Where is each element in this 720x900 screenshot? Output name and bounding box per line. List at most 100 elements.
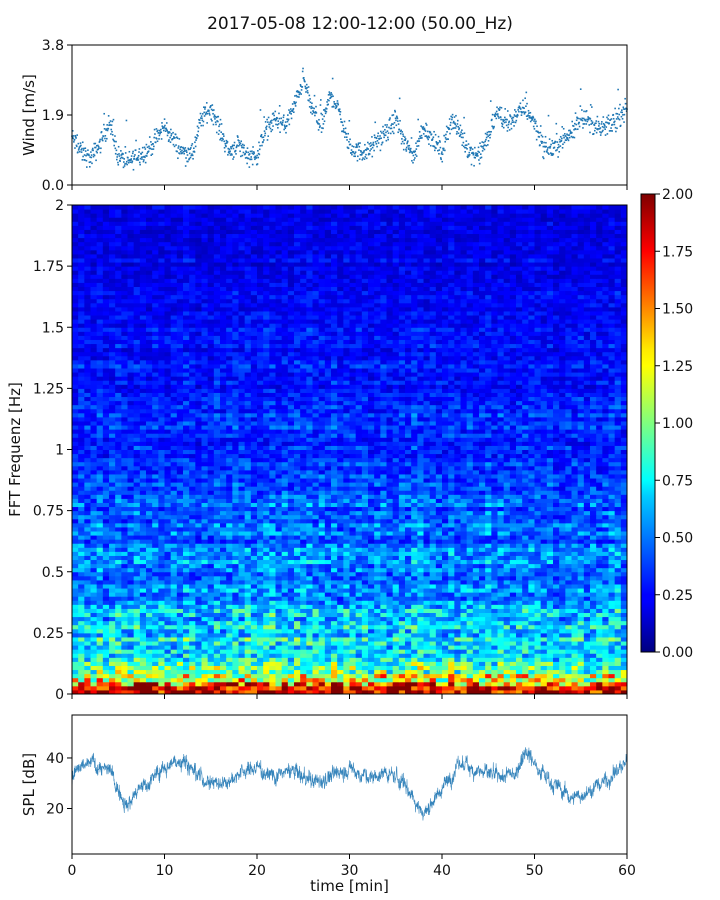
spectrogram-cell — [374, 596, 381, 601]
wind-point — [606, 116, 608, 119]
wind-point — [477, 146, 480, 149]
spectrogram-cell — [386, 632, 394, 638]
wind-point — [376, 145, 378, 148]
wind-point — [557, 143, 560, 146]
spectrogram-cell — [577, 632, 585, 638]
spectrogram-cell — [312, 612, 320, 618]
spectrogram-cell — [90, 632, 98, 638]
spectrogram-cell — [442, 555, 449, 561]
spectrogram-cell — [602, 649, 609, 654]
spectrogram-cell — [78, 628, 85, 634]
spectrogram-cell — [516, 579, 523, 585]
spectrogram-cell — [540, 669, 548, 675]
spectrogram-cell — [349, 649, 357, 654]
wind-point — [600, 123, 603, 125]
wind-point — [561, 126, 564, 128]
spectrogram-cell — [349, 543, 357, 548]
spectrogram-cell — [491, 547, 498, 552]
wind-point — [197, 130, 200, 133]
wind-point — [282, 116, 285, 119]
spectrogram-cell — [405, 657, 412, 662]
spectrogram-cell — [435, 592, 443, 597]
spectrogram-cell — [195, 649, 202, 654]
spectrogram-cell — [596, 636, 603, 642]
spectrogram-cell — [257, 547, 264, 552]
wind-point — [322, 109, 325, 111]
spectrogram-cell — [306, 632, 313, 638]
spectrogram-cell — [263, 649, 270, 654]
spectrogram-cell — [232, 653, 239, 658]
spectrogram-cell — [257, 555, 264, 561]
spectrogram-cell — [281, 535, 289, 540]
spectrogram-cell — [146, 628, 153, 634]
spectrogram-cell — [183, 669, 190, 675]
spectrogram-cell — [109, 689, 116, 695]
spectrogram-cell — [250, 636, 258, 642]
spectrogram-cell — [324, 551, 332, 556]
wind-point — [196, 125, 199, 128]
wind-point — [417, 145, 420, 147]
wind-point — [261, 136, 264, 139]
spectrogram-cell — [207, 547, 215, 552]
spectrogram-cell — [553, 547, 560, 552]
spectrogram-cell — [244, 604, 252, 609]
spectrogram-cell — [583, 600, 591, 605]
wind-point — [183, 147, 185, 150]
spectrogram-cell — [152, 620, 159, 626]
spectrogram-cell — [195, 636, 202, 642]
spectrogram-cell — [78, 624, 85, 630]
wind-point — [170, 128, 172, 131]
wind-point — [239, 150, 241, 153]
wind-point — [390, 127, 393, 130]
spectrogram-cell — [139, 608, 147, 613]
wind-y-axis-label: Wind [m/s] — [20, 74, 38, 156]
spectrogram-cell — [522, 641, 529, 646]
spectrogram-cell — [287, 645, 295, 650]
spectrogram-cell — [121, 555, 128, 561]
spectrogram-cell — [460, 665, 468, 671]
spectrogram-cell — [620, 612, 628, 618]
spectrogram-cell — [244, 571, 252, 577]
spectrogram-cell — [250, 649, 258, 654]
spectrogram-cell — [158, 649, 165, 654]
spectrogram-cell — [152, 673, 159, 679]
spectrogram-cell — [608, 624, 616, 630]
spectrogram-cell — [380, 612, 387, 618]
spectrogram-cell — [213, 535, 221, 540]
wind-point — [301, 70, 304, 73]
spectrogram-cell — [115, 547, 122, 552]
spectrogram-cell — [275, 657, 283, 662]
spectrogram-cell — [485, 592, 492, 597]
spectrogram-cell — [133, 657, 141, 662]
spectrogram-cell — [583, 608, 591, 613]
spectrogram-cell — [275, 636, 283, 642]
spectrogram-cell — [509, 636, 517, 642]
spectrogram-cell — [620, 661, 628, 666]
spectrogram-cell — [238, 604, 246, 609]
spectrogram-cell — [386, 661, 394, 666]
spectrogram-cell — [139, 555, 147, 561]
spectrogram-cell — [343, 555, 350, 561]
spectrogram-cell — [257, 543, 264, 548]
wind-point — [601, 125, 604, 128]
spectrogram-cell — [158, 641, 165, 646]
wind-point — [594, 127, 597, 129]
spectrogram-cell — [300, 608, 307, 613]
wind-point — [358, 145, 361, 148]
spectrogram-cell — [207, 665, 215, 671]
spectrogram-cell — [84, 689, 91, 695]
wind-point — [563, 141, 566, 144]
spectrogram-cell — [435, 628, 443, 634]
spectrogram-cell — [491, 677, 498, 683]
spectrogram-cell — [398, 543, 406, 548]
spectrogram-cell — [540, 592, 548, 597]
spectrogram-cell — [294, 620, 301, 626]
spectrogram-cell — [355, 567, 363, 573]
spectrogram-cell — [72, 669, 79, 675]
spectrogram-cell — [164, 583, 172, 589]
spectrogram-cell — [331, 685, 338, 691]
spectrogram-cell — [121, 661, 128, 666]
spectrogram-cell — [454, 681, 461, 687]
wind-point — [463, 132, 466, 135]
spectrogram-cell — [349, 685, 357, 691]
